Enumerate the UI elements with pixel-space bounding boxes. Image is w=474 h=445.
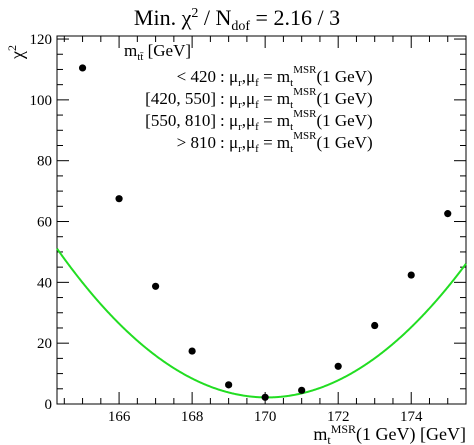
data-points-layer	[78, 64, 452, 401]
plot-frame	[56, 35, 467, 405]
data-point	[188, 347, 196, 355]
y-tick-label: 100	[30, 93, 53, 109]
axis-ticks: 166 168 170 172 174 0 20 40 60 80 100 120	[30, 32, 467, 425]
fit-curve-layer	[56, 248, 467, 399]
legend-row-scale: : μr,μf = mtMSR(1 GeV)	[220, 86, 373, 111]
data-point	[371, 321, 379, 330]
x-tick-label: 166	[108, 409, 131, 425]
data-point	[225, 381, 233, 389]
legend-row: > 810: μr,μf = mtMSR(1 GeV)	[177, 130, 373, 155]
data-point	[78, 64, 87, 72]
y-tick-label: 40	[37, 275, 52, 291]
fit-curve	[56, 248, 467, 399]
x-tick-label: 172	[327, 409, 350, 425]
data-point	[261, 393, 269, 401]
legend-row: [420, 550]: μr,μf = mtMSR(1 GeV)	[145, 86, 372, 111]
legend-row: < 420: μr,μf = mtMSR(1 GeV)	[177, 64, 373, 89]
x-axis-label: mtMSR(1 GeV) [GeV]	[313, 422, 466, 445]
legend-row-scale: : μr,μf = mtMSR(1 GeV)	[220, 108, 373, 133]
legend-row: [550, 810]: μr,μf = mtMSR(1 GeV)	[145, 108, 372, 133]
y-tick-label: 120	[30, 32, 53, 48]
legend-header: mtt̄ [GeV]	[124, 41, 191, 63]
data-point	[115, 195, 123, 203]
y-tick-label: 20	[37, 336, 52, 352]
data-point	[298, 386, 306, 394]
chart-title: Min. χ2 / Ndof = 2.16 / 3	[134, 5, 340, 34]
legend-row-range: < 420	[177, 67, 216, 86]
legend-row-range: > 810	[177, 133, 216, 152]
legend-row-scale: : μr,μf = mtMSR(1 GeV)	[220, 64, 373, 89]
x-tick-label: 174	[400, 409, 423, 425]
legend: mtt̄ [GeV] < 420: μr,μf = mtMSR(1 GeV)[4…	[124, 41, 373, 155]
data-point	[334, 362, 342, 370]
y-tick-label: 60	[37, 215, 52, 231]
y-tick-label: 0	[45, 397, 53, 413]
legend-row-range: [550, 810]	[145, 111, 216, 130]
legend-row-scale: : μr,μf = mtMSR(1 GeV)	[220, 130, 373, 155]
y-axis-label: χ2	[5, 45, 27, 60]
legend-row-range: [420, 550]	[145, 89, 216, 108]
y-tick-label: 80	[37, 154, 52, 170]
x-tick-label: 168	[181, 409, 204, 425]
data-point	[151, 282, 160, 290]
data-point	[444, 210, 452, 218]
x-tick-label: 170	[254, 409, 277, 425]
data-point	[407, 271, 415, 279]
